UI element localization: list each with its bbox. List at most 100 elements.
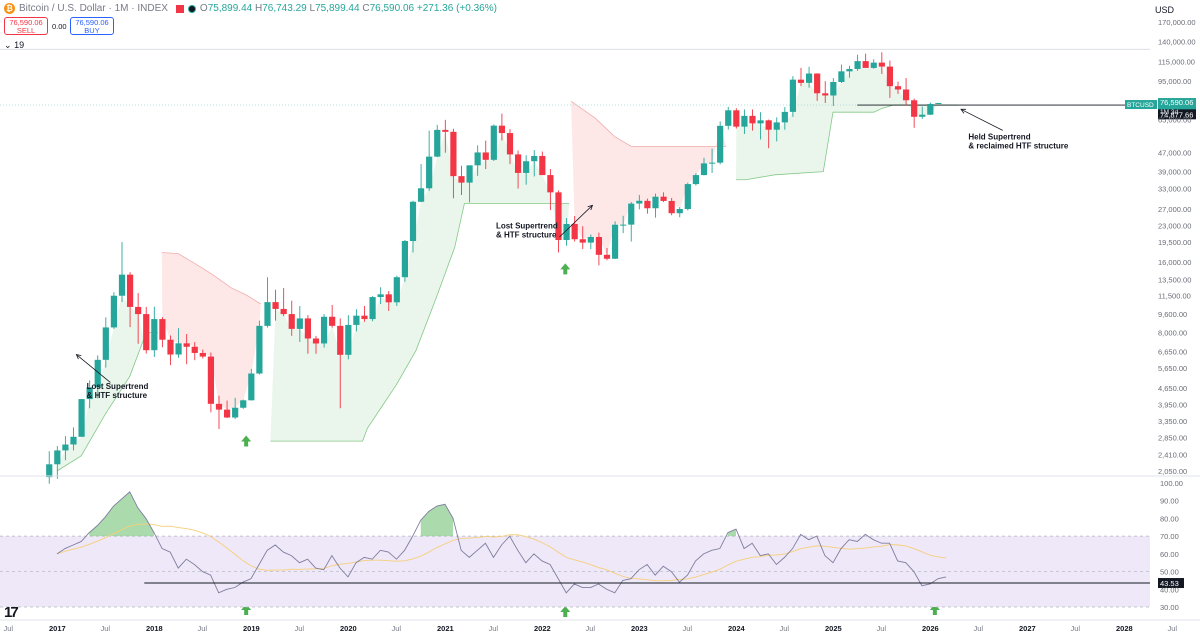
price-pane [0, 48, 1200, 621]
candle [830, 78, 837, 106]
candle [587, 234, 594, 250]
candle-body [191, 346, 198, 353]
supertrend-bull-fill [736, 66, 960, 180]
candle [506, 129, 514, 165]
candle [797, 67, 805, 87]
candle [838, 64, 845, 83]
time-axis-tick: 2023 [631, 624, 648, 633]
candle [110, 292, 118, 329]
candle-body [264, 302, 271, 326]
rsi-value: 43.53 [1160, 579, 1179, 588]
price-axis-tick: 6,650.00 [1158, 347, 1187, 356]
candle-body [919, 114, 926, 117]
candle [636, 194, 643, 210]
candle [62, 436, 69, 461]
candle-body [781, 111, 788, 123]
candle-body [700, 163, 708, 176]
annotation-label: & reclaimed HTF structure [968, 141, 1069, 150]
price-axis-tick: 140,000.00 [1158, 38, 1196, 47]
candle-body [547, 175, 554, 193]
sell-button[interactable]: 76,590.06 SELL [4, 17, 48, 35]
time-axis-tick: 2025 [825, 624, 842, 633]
candle-body [329, 316, 336, 326]
price-axis-tick: 4,650.00 [1158, 384, 1187, 393]
price-axis-tick: 2,850.00 [1158, 434, 1187, 443]
symbol-title[interactable]: Bitcoin / U.S. Dollar · 1M · INDEX [19, 3, 168, 14]
market-flag-icon [175, 4, 184, 13]
annotation-label: & HTF structure [87, 391, 148, 400]
candle-body [757, 120, 764, 124]
candle [175, 328, 182, 358]
candle [466, 165, 473, 203]
candle-body [636, 200, 643, 204]
candle [312, 335, 320, 354]
annotation-pointer [960, 108, 1003, 131]
rsi-axis-tick: 100.00 [1160, 479, 1183, 488]
buy-button[interactable]: 76,590.06 BUY [70, 17, 114, 35]
candle [199, 349, 206, 359]
buy-price: 76,590.06 [75, 18, 109, 27]
candle [78, 399, 85, 437]
symbol-price-tag [1125, 100, 1157, 110]
candle-body [78, 399, 85, 437]
candle-body [175, 343, 182, 355]
candle-body [733, 110, 740, 127]
chevron-down-icon: ⌄ [4, 40, 12, 50]
candle-body [135, 306, 142, 315]
candle-body [417, 188, 425, 202]
candle [708, 148, 716, 173]
candle [426, 130, 433, 191]
market-status-icon [187, 4, 196, 13]
candle-body [46, 464, 53, 478]
bar-countdown: 1M 3d [1160, 109, 1178, 116]
candle [749, 109, 756, 131]
currency-label[interactable]: USD [1154, 5, 1174, 15]
candle-body [838, 71, 845, 83]
candle [539, 151, 546, 176]
price-axis-tick: 9,600.00 [1158, 310, 1187, 319]
price-axis-tick: 2,410.00 [1158, 451, 1187, 460]
candle-body [886, 66, 894, 87]
candle [611, 221, 619, 260]
candle [523, 155, 530, 185]
spread-value: 0.00 [52, 22, 67, 31]
support-price-tag [1158, 109, 1196, 120]
candle-body [814, 73, 821, 94]
candle [870, 59, 877, 69]
candle-body [628, 203, 635, 225]
candle [264, 277, 271, 328]
candle-body [482, 152, 489, 160]
candle-body [797, 79, 805, 83]
candle [733, 108, 740, 129]
candle-body [240, 400, 247, 408]
candle-body [401, 241, 409, 278]
candle-body [490, 125, 497, 160]
price-axis-tick: 33,000.00 [1158, 185, 1191, 194]
candle [207, 352, 215, 413]
candle-body [805, 73, 813, 83]
annotation-arrowhead [75, 353, 82, 360]
candle-body [587, 236, 594, 243]
candle-body [894, 86, 902, 90]
candle-body [353, 315, 360, 325]
candle [377, 287, 384, 305]
candle-body [143, 314, 150, 351]
candle [919, 106, 926, 119]
price-axis-tick: 170,000.00 [1158, 18, 1196, 27]
rsi-axis-tick: 60.00 [1160, 550, 1179, 559]
candle [935, 102, 942, 105]
indicators-collapse-toggle[interactable]: ⌄ 19 [4, 40, 24, 51]
price-axis-tick: 5,650.00 [1158, 364, 1187, 373]
candle-body [458, 176, 465, 183]
candle [126, 272, 134, 328]
candle [223, 400, 231, 419]
time-axis-tick: Jul [198, 624, 208, 633]
candle-body [902, 89, 910, 101]
candle [911, 98, 918, 128]
candle-body [741, 115, 748, 127]
current-price-value: 76,590.06 [1160, 98, 1193, 107]
candle-body [256, 325, 263, 374]
time-axis-tick: Jul [4, 624, 14, 633]
candle [151, 306, 158, 357]
